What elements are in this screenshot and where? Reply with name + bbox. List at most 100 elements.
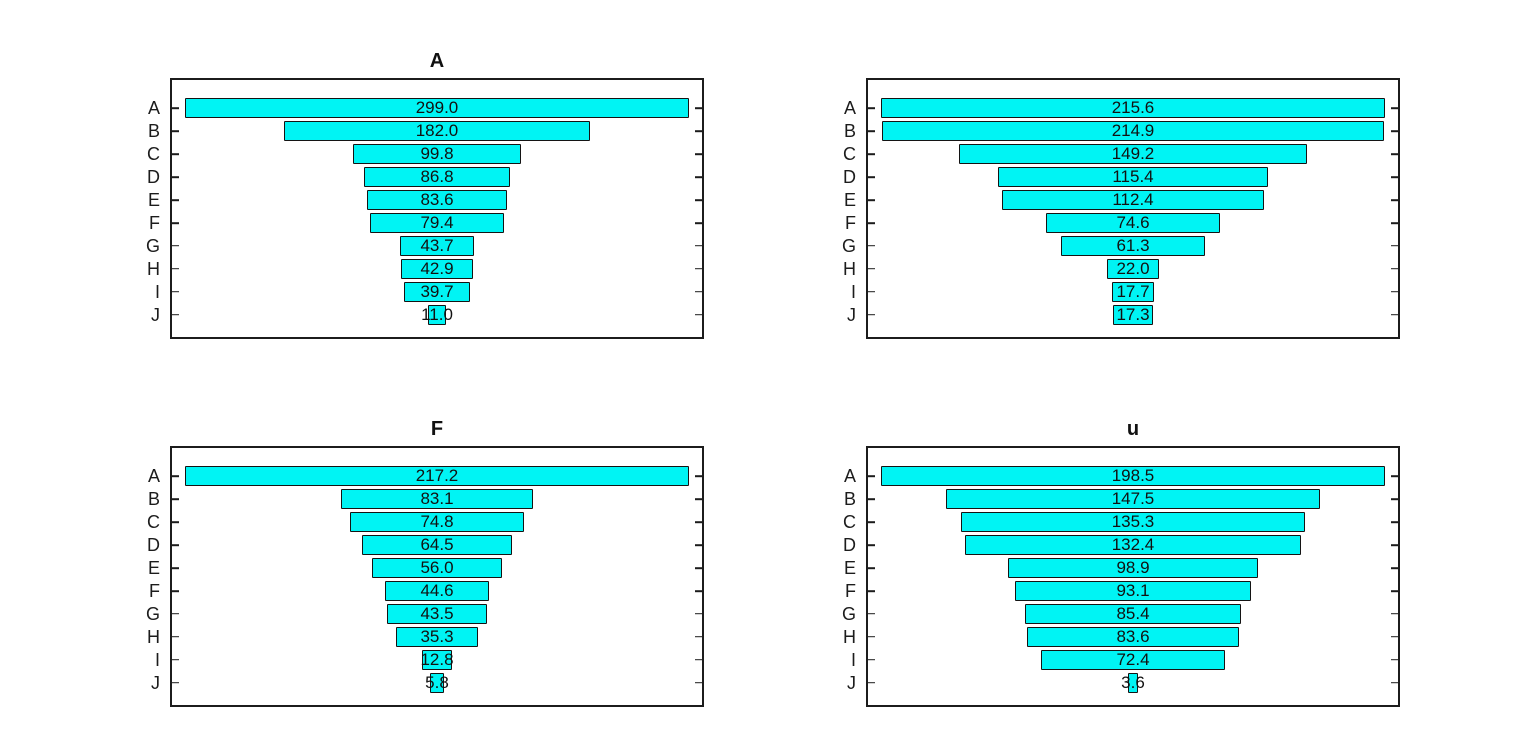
funnel-row: F 93.1: [845, 580, 1398, 603]
left-tick-mark: [868, 681, 875, 684]
right-tick-mark: [695, 613, 702, 615]
right-tick-mark: [695, 176, 702, 178]
y-tick-label: J: [151, 672, 160, 693]
y-tick-label: E: [843, 558, 856, 579]
y-tick-label: C: [147, 144, 160, 165]
left-tick-mark: [868, 176, 875, 178]
funnel-row: D 64.5: [147, 534, 702, 557]
right-tick-mark: [695, 245, 702, 247]
subplot-top-left: A A 299.0 B 182.0 C 99.8 D 86.8 E 83.6 F 79.4 G 43.7 H…: [146, 51, 704, 339]
y-tick-label: A: [147, 98, 160, 119]
funnel-bar: [1026, 626, 1240, 647]
funnel-bar: [945, 489, 1321, 510]
left-tick-mark: [172, 567, 179, 569]
funnel-bar: [1045, 212, 1221, 233]
right-tick-mark: [1391, 475, 1398, 478]
left-tick-mark: [172, 681, 179, 684]
funnel-bar: [386, 603, 488, 624]
funnel-row: A 198.5: [844, 465, 1398, 488]
funnel-bar: [370, 212, 504, 233]
right-tick-mark: [1391, 313, 1398, 316]
right-tick-mark: [695, 130, 702, 133]
funnel-row: J 3.6: [847, 671, 1398, 694]
y-tick-label: H: [147, 626, 160, 647]
funnel-bar: [366, 190, 508, 211]
funnel-bar: [1061, 235, 1205, 256]
right-tick-mark: [695, 268, 702, 270]
y-tick-label: H: [843, 258, 856, 279]
chart-title: F: [430, 418, 444, 440]
funnel-bar: [1014, 580, 1252, 601]
funnel-row: E 112.4: [844, 189, 1398, 212]
y-tick-label: D: [843, 167, 856, 188]
y-tick-label: C: [843, 144, 856, 165]
y-tick-label: E: [147, 558, 160, 579]
funnel-bar: [185, 466, 689, 487]
y-tick-label: G: [841, 603, 856, 624]
right-tick-mark: [1391, 658, 1398, 661]
left-tick-mark: [172, 245, 179, 247]
funnel-row: I 17.7: [851, 280, 1398, 303]
funnel-bar: [372, 558, 502, 579]
left-tick-mark: [172, 107, 179, 110]
left-tick-mark: [868, 544, 875, 546]
left-tick-mark: [868, 590, 875, 592]
right-tick-mark: [1391, 176, 1398, 178]
right-tick-mark: [1391, 590, 1398, 592]
right-tick-mark: [695, 153, 702, 156]
left-tick-mark: [868, 521, 875, 524]
left-tick-mark: [172, 521, 179, 524]
funnel-bar: [396, 626, 478, 647]
left-tick-mark: [172, 475, 179, 478]
funnel-row: C 74.8: [147, 511, 702, 534]
funnel-bar: [362, 535, 512, 556]
funnel-row: H 22.0: [843, 257, 1398, 280]
funnel-bar: [1112, 304, 1154, 325]
funnel-bar: [1128, 672, 1138, 693]
funnel-bar: [430, 672, 444, 693]
left-tick-mark: [868, 153, 875, 156]
left-tick-mark: [868, 658, 875, 661]
subplot-bottom-left: F A 217.2 B 83.1 C 74.8 D 64.5 E 56.0 F 44.6 G 43.5 H 3…: [146, 419, 704, 707]
y-tick-label: E: [843, 190, 856, 211]
left-tick-mark: [868, 498, 875, 501]
left-tick-mark: [172, 268, 179, 270]
right-tick-mark: [695, 521, 702, 524]
y-tick-label: D: [843, 535, 856, 556]
left-tick-mark: [868, 475, 875, 478]
right-tick-mark: [1391, 636, 1398, 638]
left-tick-mark: [868, 130, 875, 133]
funnel-bar: [385, 580, 489, 601]
right-tick-mark: [695, 222, 702, 224]
y-tick-label: A: [843, 466, 856, 487]
funnel-row: F 74.6: [845, 212, 1398, 235]
funnel-row: I 12.8: [155, 648, 702, 671]
funnel-row: F 44.6: [149, 580, 702, 603]
y-tick-label: A: [843, 98, 856, 119]
funnel-bar: [1024, 603, 1242, 624]
funnel-row: B 147.5: [844, 488, 1398, 511]
right-tick-mark: [695, 636, 702, 638]
y-tick-label: I: [850, 649, 856, 670]
y-tick-label: F: [845, 580, 856, 601]
funnel-bar: [340, 489, 534, 510]
funnel-bar: [283, 121, 591, 142]
right-tick-mark: [1391, 498, 1398, 501]
funnel-bar: [882, 121, 1384, 142]
right-tick-mark: [1391, 130, 1398, 133]
y-tick-label: J: [847, 672, 856, 693]
funnel-row: I 39.7: [155, 280, 702, 303]
right-tick-mark: [695, 313, 702, 316]
funnel-row: D 132.4: [843, 534, 1398, 557]
funnel-bar: [422, 649, 452, 670]
right-tick-mark: [695, 199, 702, 201]
funnel-bar: [965, 535, 1301, 556]
y-tick-label: C: [147, 512, 160, 533]
funnel-bar: [363, 167, 511, 188]
y-tick-label: D: [147, 167, 160, 188]
funnel-row: A 299.0: [148, 97, 702, 120]
right-tick-mark: [695, 475, 702, 478]
funnel-row: B 182.0: [148, 120, 702, 143]
funnel-bar: [1112, 281, 1154, 302]
left-tick-mark: [172, 544, 179, 546]
